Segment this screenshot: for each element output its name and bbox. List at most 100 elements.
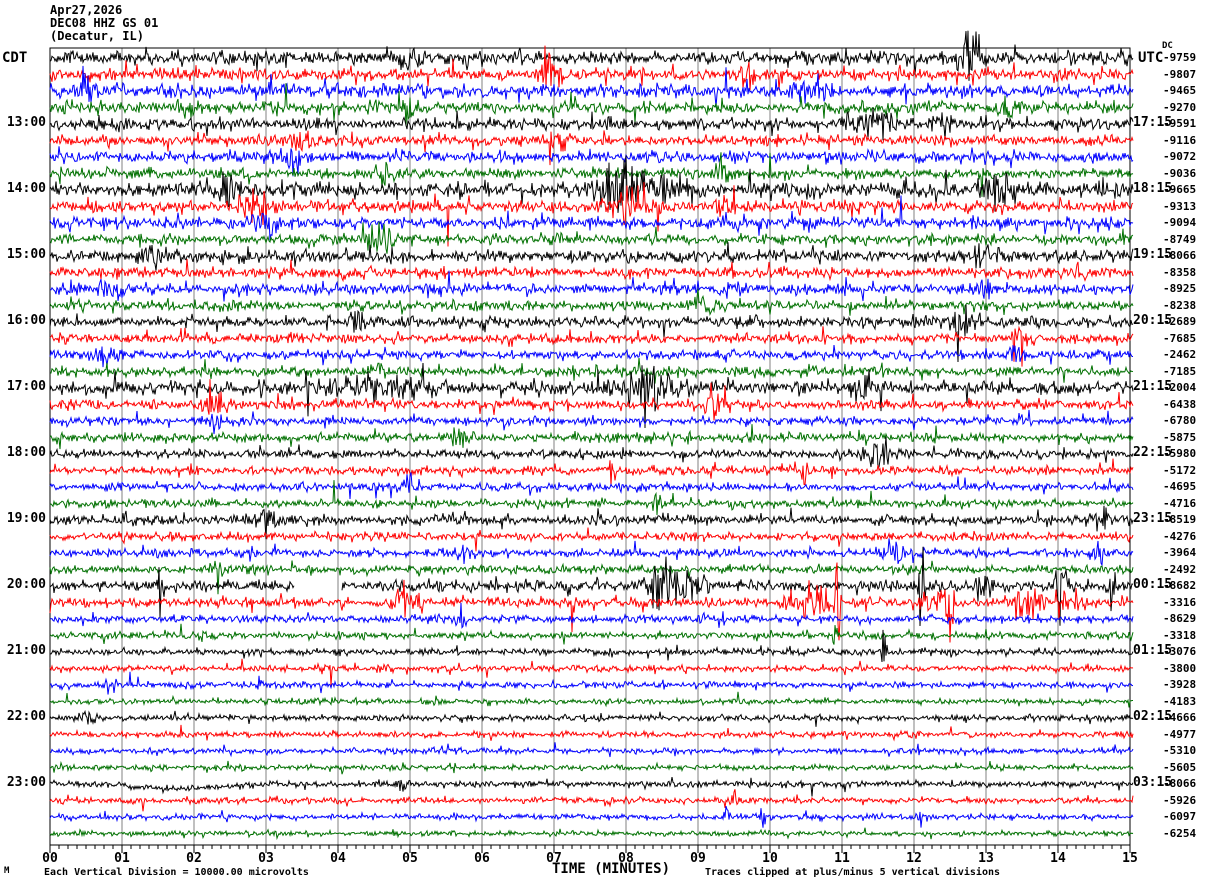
seismic-trace — [49, 436, 1134, 468]
hour-label-left: 16:00 — [6, 313, 46, 328]
plot-frame — [49, 47, 1131, 846]
hour-label-left: 15:00 — [6, 247, 46, 262]
seismic-trace — [49, 259, 1134, 283]
seismic-trace — [49, 742, 1134, 758]
dc-offset-value: -5980 — [1163, 447, 1197, 460]
seismic-trace — [49, 691, 1133, 708]
dc-offset-value: -9270 — [1163, 100, 1197, 114]
dc-offset-value: -8749 — [1163, 232, 1197, 246]
seismic-trace — [49, 760, 1134, 775]
dc-offset-value: -5926 — [1163, 793, 1197, 807]
seismic-trace — [49, 472, 1134, 500]
dc-offset-value: -8238 — [1163, 298, 1197, 312]
dc-offset-value: -8358 — [1163, 265, 1197, 279]
seismic-trace — [49, 379, 1134, 421]
hour-label-right: 17:15 — [1133, 115, 1173, 130]
dc-offset-value: -3076 — [1163, 645, 1197, 658]
seismic-trace — [49, 242, 1134, 271]
dc-offset-value: -5875 — [1163, 430, 1197, 444]
dc-offset-value: -6438 — [1163, 397, 1197, 411]
seismic-trace — [49, 45, 1134, 91]
hour-label-right: 22:15 — [1133, 445, 1173, 460]
seismic-trace — [49, 709, 1134, 727]
hour-label-right: 21:15 — [1133, 379, 1173, 394]
seismic-trace — [49, 409, 1134, 435]
date-label: Apr27,2026 — [50, 3, 123, 17]
seismic-trace — [49, 458, 1134, 486]
seismic-trace — [49, 130, 1134, 166]
seismic-trace — [49, 182, 1134, 247]
dc-offset-value: -8682 — [1163, 579, 1197, 592]
seismic-trace — [49, 629, 1134, 663]
hour-label-right: 20:15 — [1133, 313, 1173, 328]
seismic-trace — [49, 65, 1134, 107]
minute-label: 03 — [258, 851, 274, 866]
hour-label-left: 18:00 — [6, 445, 46, 460]
seismic-trace — [49, 424, 1134, 450]
hour-label-left: 17:00 — [6, 379, 46, 394]
seismic-trace — [49, 658, 1134, 686]
dc-offset-value: -3318 — [1163, 628, 1197, 642]
dc-offset-value: -9313 — [1163, 199, 1197, 213]
minute-label: 05 — [402, 851, 418, 866]
seismic-trace — [49, 480, 1134, 516]
dc-offset-value: -9759 — [1163, 51, 1197, 64]
dc-offset-value: -5172 — [1163, 463, 1197, 477]
dc-offset-value: -5605 — [1163, 760, 1197, 774]
seismic-trace — [49, 146, 1134, 177]
dc-offset-value: -8519 — [1163, 513, 1197, 526]
seismic-trace — [49, 527, 1134, 552]
dc-offset-value: -2004 — [1163, 381, 1197, 394]
seismic-trace — [49, 362, 1134, 429]
seismic-trace — [49, 560, 1134, 595]
hour-label-left: 14:00 — [6, 181, 46, 196]
dc-offset-value: -9116 — [1163, 133, 1197, 147]
dc-offset-value: -3964 — [1163, 546, 1197, 559]
clip-note: Traces clipped at plus/minus 5 vertical … — [705, 867, 1001, 878]
minute-label: 00 — [42, 851, 58, 866]
hour-label-right: 23:15 — [1133, 511, 1173, 526]
dc-offset-value: -9094 — [1163, 216, 1197, 229]
station-label: DEC08 HHZ GS 01 — [50, 16, 159, 30]
dc-offset-value: -2462 — [1163, 348, 1197, 361]
seismic-trace — [49, 562, 1134, 643]
dc-offset-value: -7185 — [1163, 364, 1197, 378]
minute-label: 12 — [906, 851, 922, 866]
hour-label-left: 19:00 — [6, 511, 46, 526]
seismic-trace — [49, 777, 1134, 797]
hour-label-right: 18:15 — [1133, 181, 1173, 196]
seismic-trace — [49, 270, 1134, 302]
seismic-trace — [49, 827, 1134, 841]
seismic-trace — [49, 505, 1134, 540]
seismic-trace — [49, 83, 1134, 127]
left-timezone-label: CDT — [2, 50, 28, 66]
dc-offset-value: -7685 — [1163, 331, 1197, 345]
hour-label-right: 01:15 — [1133, 643, 1173, 658]
hour-label-right: 00:15 — [1133, 577, 1173, 592]
dc-offset-value: -4183 — [1163, 694, 1197, 708]
seismic-trace — [49, 107, 1134, 141]
hour-label-left: 21:00 — [6, 643, 46, 658]
dc-offset-value: -9072 — [1163, 150, 1197, 163]
dc-offset-value: -3928 — [1163, 678, 1197, 691]
dc-offset-value: -4695 — [1163, 480, 1197, 493]
minute-label: 09 — [690, 851, 706, 866]
seismic-trace — [49, 221, 1134, 254]
dc-offset-value: -4977 — [1163, 727, 1197, 741]
dc-offset-value: -8925 — [1163, 282, 1197, 295]
seismic-trace — [49, 805, 1134, 828]
minute-label: 11 — [834, 851, 850, 866]
seismic-trace — [49, 538, 1134, 567]
dc-offset-value: -8629 — [1163, 612, 1197, 625]
dc-offset-value: -9036 — [1163, 166, 1197, 180]
dc-offset-value: -2492 — [1163, 562, 1197, 576]
dc-offset-value: -6254 — [1163, 826, 1197, 840]
hour-label-left: 23:00 — [6, 775, 46, 790]
scale-note: Each Vertical Division = 10000.00 microv… — [44, 867, 309, 878]
dc-offset-value: -9591 — [1163, 117, 1197, 130]
dc-offset-value: -6780 — [1163, 414, 1197, 427]
seismic-trace — [49, 358, 1134, 384]
minute-label: 08 — [618, 851, 634, 866]
minute-label: 01 — [114, 851, 130, 866]
